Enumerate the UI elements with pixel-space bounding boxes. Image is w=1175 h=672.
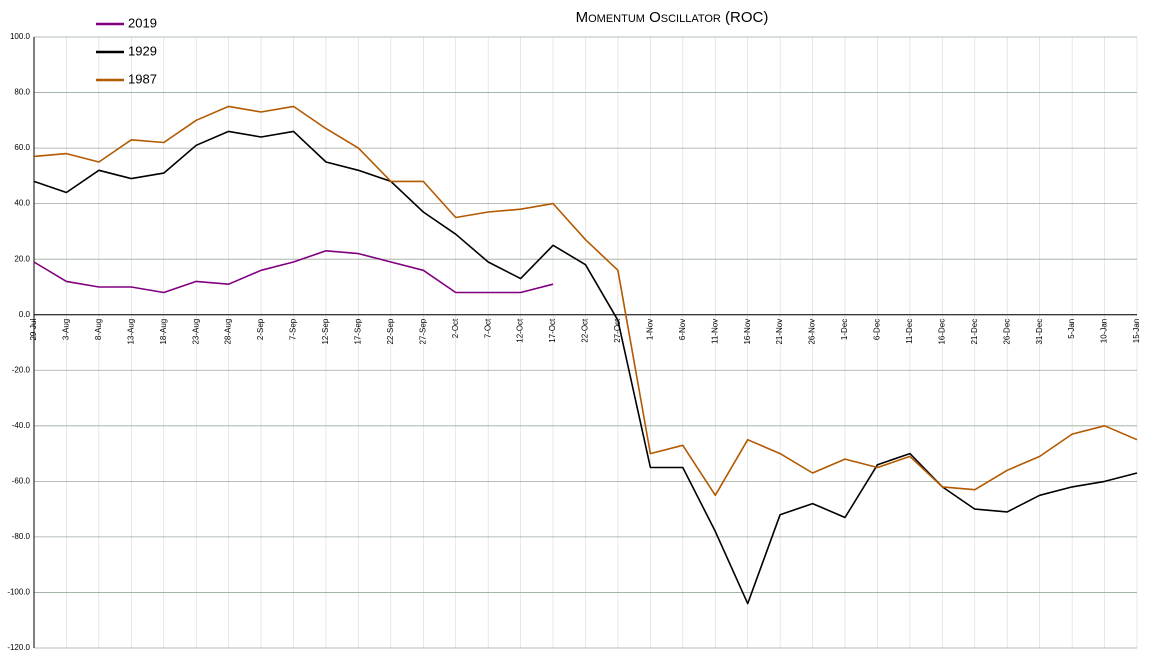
y-tick-label: 80.0 [14,88,30,97]
x-tick-label: 21-Nov [775,319,784,345]
y-tick-label: -60.0 [12,476,31,485]
x-tick-label: 17-Oct [548,318,557,343]
series-line [33,105,1138,497]
x-tick-label: 10-Jan [1100,319,1109,343]
legend-label: 1929 [128,43,157,58]
y-tick-label: 20.0 [14,254,30,263]
x-tick-label: 27-Oct [613,318,622,343]
y-tick-label: -80.0 [12,532,31,541]
x-tick-label: 16-Nov [743,319,752,345]
x-tick-label: 7-Oct [483,318,492,338]
x-tick-label: 1-Dec [840,319,849,340]
x-tick-label: 26-Nov [808,319,817,345]
y-tick-label: -40.0 [12,421,31,430]
x-tick-label: 12-Oct [516,318,525,343]
y-tick-label: -100.0 [7,588,30,597]
x-tick-label: 22-Sep [386,318,395,344]
y-tick-label: 40.0 [14,199,30,208]
y-tick-label: 0.0 [19,310,31,319]
x-tick-label: 15-Jan [1132,319,1141,343]
series-line [33,130,1138,605]
x-tick-label: 12-Sep [321,318,330,344]
x-tick-label: 28-Aug [224,319,233,345]
chart-title: Momentum Oscillator (ROC) [576,9,769,26]
y-tick-label: 60.0 [14,143,30,152]
series-line [33,250,554,294]
x-tick-label: 11-Dec [905,319,914,344]
x-tick-label: 16-Dec [937,319,946,345]
x-tick-label: 11-Nov [710,319,719,344]
x-tick-label: 22-Oct [581,318,590,343]
x-tick-label: 26-Dec [1002,319,1011,345]
x-tick-label: 6-Dec [873,319,882,340]
legend-label: 1987 [128,71,157,86]
x-tick-label: 7-Sep [289,318,298,340]
y-tick-label: -20.0 [12,365,31,374]
x-tick-label: 27-Sep [418,318,427,344]
x-tick-label: 1-Nov [645,319,654,340]
legend-label: 2019 [128,15,157,30]
x-tick-label: 5-Jan [1067,319,1076,339]
y-tick-label: -120.0 [7,643,30,652]
x-tick-label: 6-Nov [678,319,687,340]
x-tick-label: 8-Aug [94,319,103,340]
x-tick-label: 18-Aug [159,319,168,345]
x-tick-label: 23-Aug [191,319,200,345]
x-tick-label: 3-Aug [62,319,71,340]
x-tick-label: 31-Dec [1035,319,1044,345]
x-tick-label: 21-Dec [970,319,979,345]
y-tick-label: 100.0 [10,32,31,41]
x-tick-label: 17-Sep [354,318,363,344]
x-tick-label: 13-Aug [126,319,135,345]
x-tick-label: 2-Sep [256,318,265,340]
x-tick-label: 2-Oct [451,318,460,338]
